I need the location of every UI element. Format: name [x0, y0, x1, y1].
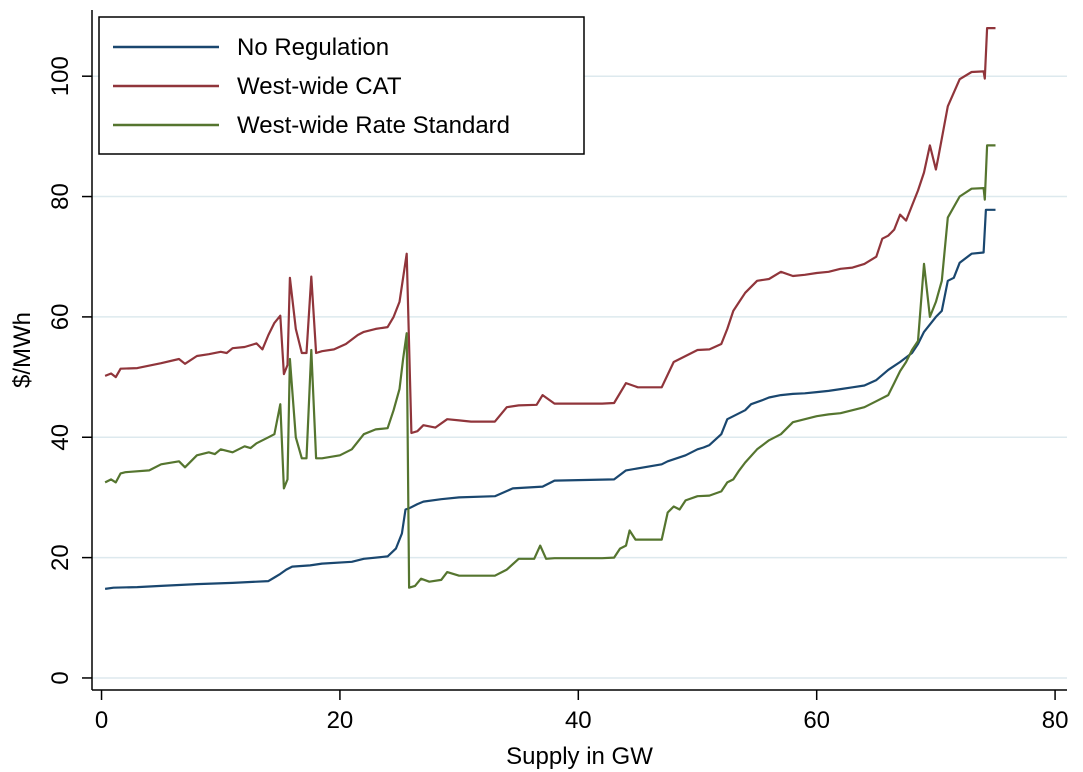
x-tick-label: 80 — [1042, 707, 1069, 734]
legend-label: West-wide Rate Standard — [237, 112, 510, 139]
x-tick-label: 0 — [95, 707, 108, 734]
series-line-1 — [104, 27, 996, 435]
legend-label: No Regulation — [237, 34, 389, 61]
series-lines — [104, 27, 996, 590]
y-tick-label: 100 — [47, 56, 74, 96]
y-tick-label: 0 — [47, 671, 74, 684]
y-axis-title: $/MWh — [9, 312, 36, 388]
series-line-2 — [104, 144, 996, 589]
legend: No Regulation West-wide CAT West-wide Rate… — [98, 16, 585, 155]
legend-label: West-wide CAT — [237, 73, 402, 100]
y-tick-label: 80 — [47, 183, 74, 210]
x-axis-title: Supply in GW — [506, 743, 653, 770]
gridlines — [92, 75, 1067, 679]
x-tick-label: 60 — [803, 707, 830, 734]
x-tick-label: 40 — [565, 707, 592, 734]
y-tick-label: 60 — [47, 304, 74, 331]
x-tick-label: 20 — [327, 707, 354, 734]
axes — [91, 10, 1067, 691]
y-tick-label: 40 — [47, 424, 74, 451]
tick-marks: 0 20 40 60 80 100 0 20 40 60 80 — [47, 56, 1068, 734]
series-line-0 — [104, 208, 996, 590]
y-tick-label: 20 — [47, 544, 74, 571]
